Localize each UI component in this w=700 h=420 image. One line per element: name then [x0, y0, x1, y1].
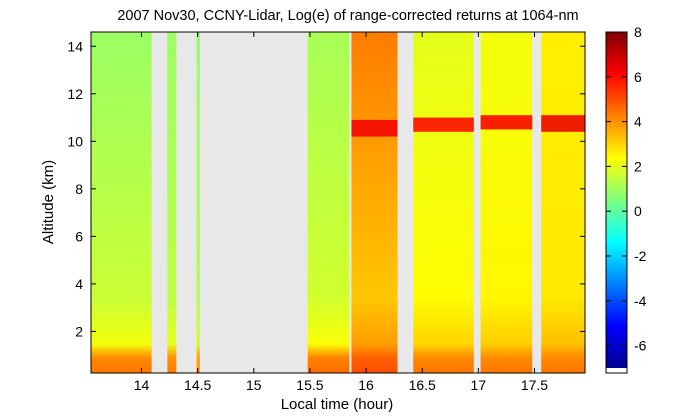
data-segment — [167, 32, 177, 373]
colorbar-tick-label: -6 — [634, 338, 647, 354]
colorbar-tick-label: 8 — [634, 24, 642, 40]
y-tick-label: 2 — [75, 323, 83, 339]
cloud-layer — [351, 119, 398, 137]
colorbar-tick-label: 6 — [634, 69, 642, 85]
plot-frame — [90, 31, 586, 374]
y-axis-ticks: 2 4 6 8 10 12 14 — [67, 38, 585, 339]
y-tick-label: 12 — [67, 86, 83, 102]
x-tick-label: 17.5 — [521, 377, 548, 393]
x-axis-label: Local time (hour) — [281, 396, 394, 413]
x-tick-label: 14.5 — [184, 377, 211, 393]
x-tick-label: 17 — [471, 377, 487, 393]
y-tick-label: 14 — [67, 38, 83, 54]
y-tick-label: 6 — [75, 228, 83, 244]
cloud-layer — [541, 115, 585, 132]
x-axis-ticks: 14 14.5 15 15.5 16 16.5 17 17.5 — [134, 32, 548, 393]
colorbar-ticks: -6 -4 -2 0 2 4 6 8 — [606, 24, 647, 354]
x-tick-label: 14 — [134, 377, 150, 393]
colorbar-scale — [606, 32, 627, 368]
y-tick-label: 8 — [75, 181, 83, 197]
data-segment — [307, 32, 350, 373]
y-axis-label: Altitude (km) — [40, 160, 57, 244]
chart-title: 2007 Nov30, CCNY-Lidar, Log(e) of range-… — [117, 8, 578, 24]
cloud-layer — [413, 117, 474, 132]
cloud-layer — [480, 115, 533, 130]
data-segment — [541, 32, 585, 373]
colorbar-frame — [605, 31, 628, 374]
x-tick-label: 16 — [358, 377, 374, 393]
y-tick-label: 10 — [67, 133, 83, 149]
colorbar-tick-label: 4 — [634, 114, 642, 130]
data-segments — [91, 32, 585, 373]
data-segment — [91, 32, 152, 373]
colorbar-tick-label: 0 — [634, 203, 642, 219]
colorbar-tick-label: -4 — [634, 293, 647, 309]
x-tick-label: 15 — [246, 377, 262, 393]
y-tick-label: 4 — [75, 276, 83, 292]
data-segment — [351, 32, 398, 373]
data-segment — [413, 32, 474, 373]
data-segment — [196, 32, 200, 373]
x-tick-label: 15.5 — [296, 377, 323, 393]
data-segment — [480, 32, 533, 373]
x-tick-label: 16.5 — [409, 377, 436, 393]
colorbar-tick-label: 2 — [634, 158, 642, 174]
colorbar-tick-label: -2 — [634, 248, 647, 264]
